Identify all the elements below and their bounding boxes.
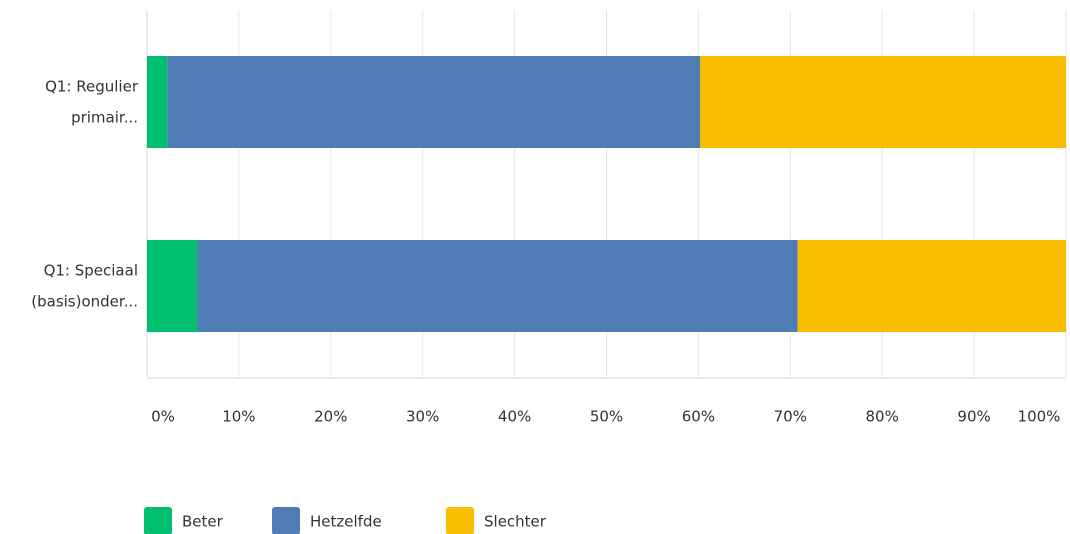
x-tick-label: 50% (590, 408, 623, 426)
y-tick-label: primair... (71, 109, 138, 127)
legend-label: Beter (182, 513, 224, 531)
y-tick-label: Q1: Speciaal (44, 262, 138, 280)
x-tick-label: 70% (774, 408, 807, 426)
bar-segment (197, 240, 798, 332)
x-tick-label: 80% (866, 408, 899, 426)
legend-label: Slechter (484, 513, 547, 531)
x-tick-label: 0% (151, 408, 175, 426)
legend-swatch (144, 507, 172, 534)
x-tick-label: 20% (314, 408, 347, 426)
x-tick-label: 10% (222, 408, 255, 426)
x-tick-label: 60% (682, 408, 715, 426)
y-tick-label: Q1: Regulier (45, 78, 139, 96)
bar-segment (700, 56, 1066, 148)
legend-swatch (272, 507, 300, 534)
x-tick-label: 90% (957, 408, 990, 426)
legend-swatch (446, 507, 474, 534)
legend-label: Hetzelfde (310, 513, 382, 531)
bar-segment (147, 240, 198, 332)
x-tick-label: 40% (498, 408, 531, 426)
bar-segment (797, 240, 1066, 332)
x-tick-label: 100% (1018, 408, 1061, 426)
x-tick-label: 30% (406, 408, 439, 426)
y-tick-label: (basis)onder... (31, 293, 138, 311)
bar-segment (167, 56, 701, 148)
bar-segment (147, 56, 168, 148)
